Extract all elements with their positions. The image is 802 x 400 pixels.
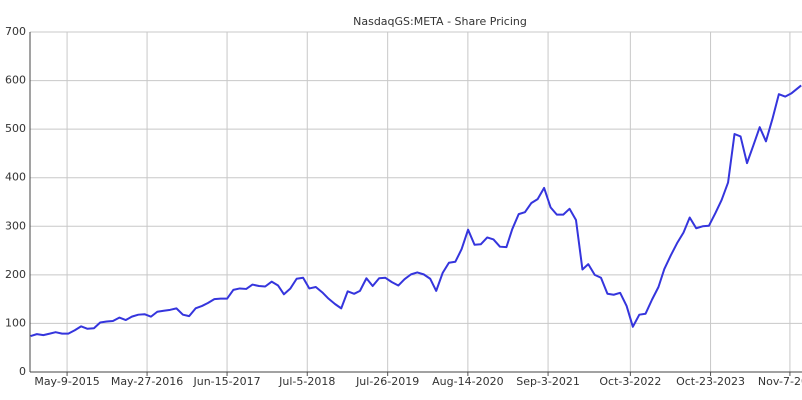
y-tick-label: 0 bbox=[19, 365, 26, 378]
x-tick-label: Oct-23-2023 bbox=[676, 375, 745, 388]
y-tick-label: 400 bbox=[5, 171, 26, 184]
x-tick-label: Jul-26-2019 bbox=[355, 375, 419, 388]
price-line bbox=[30, 84, 802, 338]
y-tick-label: 500 bbox=[5, 122, 26, 135]
y-tick-label: 200 bbox=[5, 268, 26, 281]
chart-title: NasdaqGS:META - Share Pricing bbox=[353, 15, 527, 28]
x-tick-label: Aug-14-2020 bbox=[432, 375, 503, 388]
x-tick-label: Jun-15-2017 bbox=[192, 375, 260, 388]
x-tick-label: May-9-2015 bbox=[34, 375, 99, 388]
y-tick-label: 600 bbox=[5, 74, 26, 87]
y-tick-label: 300 bbox=[5, 219, 26, 232]
y-tick-label: 100 bbox=[5, 316, 26, 329]
x-tick-label: Nov-7-2024 bbox=[758, 375, 802, 388]
x-tick-label: Sep-3-2021 bbox=[516, 375, 580, 388]
x-tick-label: Jul-5-2018 bbox=[278, 375, 335, 388]
x-tick-label: Oct-3-2022 bbox=[599, 375, 661, 388]
x-tick-label: May-27-2016 bbox=[111, 375, 183, 388]
y-tick-label: 700 bbox=[5, 25, 26, 38]
